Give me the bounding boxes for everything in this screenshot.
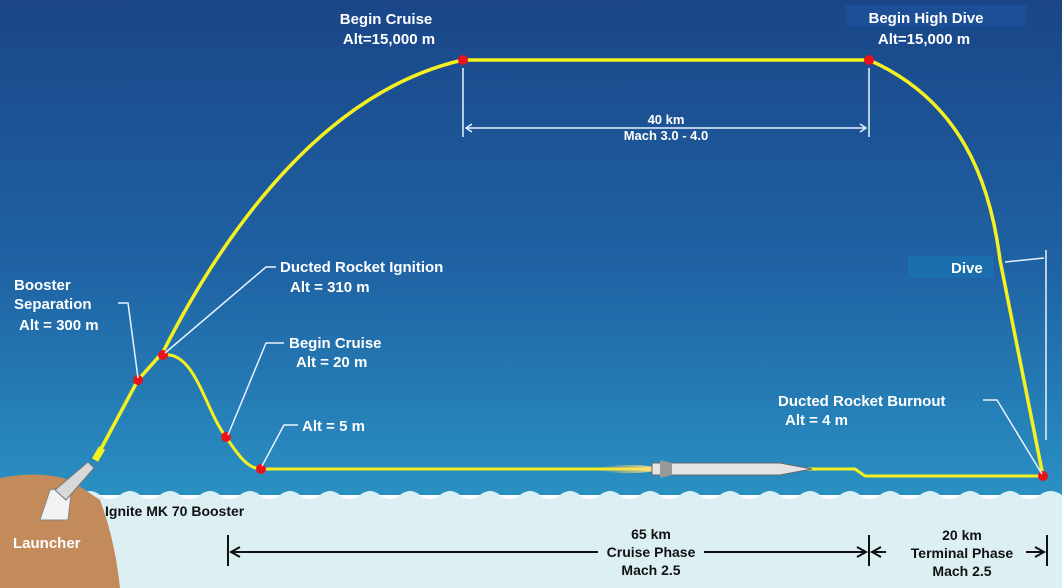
leader-booster-separation	[118, 302, 139, 379]
label-begin-cruise-low: Begin Cruise	[289, 335, 382, 352]
phase-dimension-lines	[227, 535, 1048, 566]
label-cruise-mach: Mach 2.5	[621, 562, 680, 578]
dimension-lines	[462, 68, 1047, 440]
label-20km: 20 km	[942, 527, 982, 543]
launcher-icon	[39, 461, 95, 521]
label-ignition-alt: Alt = 310 m	[290, 279, 370, 296]
sea	[0, 491, 1062, 588]
leader-begin-cruise-low	[227, 342, 284, 436]
label-ducted-rocket-ignition: Ducted Rocket Ignition	[280, 259, 443, 276]
waypoint-begin-cruise-high	[458, 55, 468, 65]
label-mach-3-4: Mach 3.0 - 4.0	[624, 128, 709, 143]
high-dive-label-bg	[846, 5, 1026, 27]
label-begin-cruise-high-alt: Alt=15,000 m	[343, 31, 435, 48]
land	[0, 474, 120, 588]
label-terminal-phase: Terminal Phase	[911, 545, 1014, 561]
label-booster-alt: Alt = 300 m	[19, 317, 99, 334]
label-begin-high-dive-alt: Alt=15,000 m	[878, 31, 970, 48]
sky	[0, 0, 1062, 495]
leader-ducted-rocket-ignition	[164, 266, 276, 354]
booster-plume	[91, 446, 106, 462]
label-terminal-mach: Mach 2.5	[932, 563, 991, 579]
label-alt-5m: Alt = 5 m	[302, 418, 365, 435]
label-dive: Dive	[951, 260, 983, 277]
leader-alt-5m	[261, 424, 298, 467]
label-cruise-phase: Cruise Phase	[607, 544, 696, 560]
missile-icon	[598, 460, 813, 478]
waypoint-booster-separation	[133, 375, 143, 385]
label-begin-cruise-low-alt: Alt = 20 m	[296, 354, 367, 371]
label-40km: 40 km	[648, 112, 685, 127]
label-65km: 65 km	[631, 526, 671, 542]
leader-ducted-rocket-burnout	[983, 399, 1043, 475]
waypoint-alt-5m	[256, 464, 266, 474]
dimension-arrows	[464, 123, 868, 133]
label-ducted-rocket-burnout: Ducted Rocket Burnout	[778, 393, 946, 410]
label-ignite-booster: Ignite MK 70 Booster	[105, 503, 245, 519]
waypoint-ducted-rocket-burnout	[1038, 471, 1048, 481]
label-begin-cruise-high: Begin Cruise	[340, 11, 433, 28]
label-launcher: Launcher	[13, 535, 81, 552]
high-trajectory-line	[93, 58, 1045, 477]
waypoint-begin-cruise-low	[221, 432, 231, 442]
label-separation: Separation	[14, 296, 92, 313]
dive-label-bg	[908, 256, 993, 278]
label-begin-high-dive: Begin High Dive	[868, 10, 983, 27]
waypoint-begin-high-dive	[864, 55, 874, 65]
label-burnout-alt: Alt = 4 m	[785, 412, 848, 429]
label-booster: Booster	[14, 277, 71, 294]
